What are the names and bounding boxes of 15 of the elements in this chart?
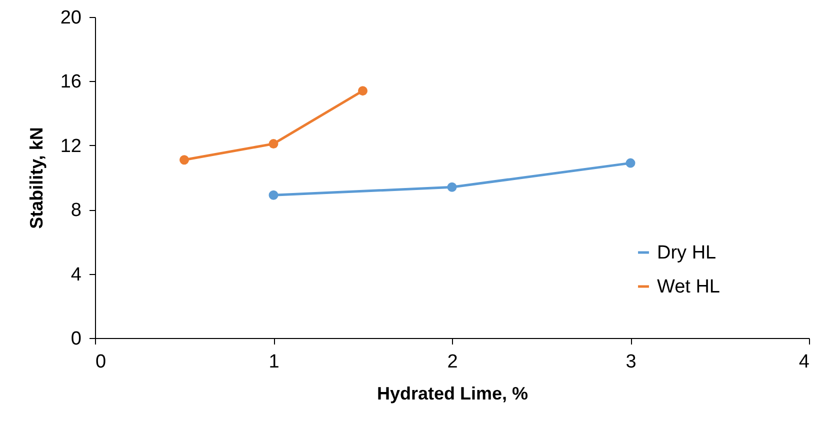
- x-tick-label: 2: [447, 352, 458, 372]
- x-axis-title: Hydrated Lime, %: [376, 384, 528, 404]
- x-tick-label: 1: [268, 352, 280, 372]
- y-axis-title: Stability, kN: [26, 127, 46, 229]
- x-tick-label: 0: [96, 352, 106, 372]
- y-tick-label: 4: [70, 264, 82, 286]
- y-tick-label: 0: [70, 328, 82, 350]
- x-tick-label: 3: [626, 352, 636, 372]
- y-tick-label: 12: [60, 136, 82, 157]
- y-tick-label: 16: [60, 72, 82, 93]
- legend-label: Dry HL: [657, 242, 716, 264]
- legend-label: Wet HL: [657, 276, 720, 298]
- x-tick-label: 4: [798, 352, 810, 372]
- y-tick-label: 20: [60, 8, 82, 28]
- y-tick-label: 8: [70, 200, 82, 222]
